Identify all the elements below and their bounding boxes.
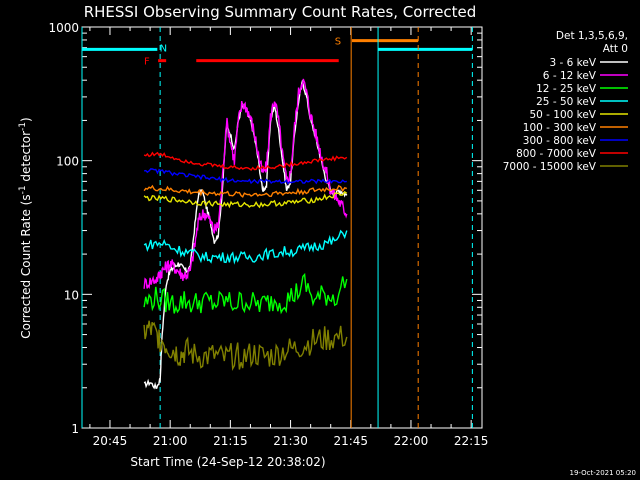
flag-label: N [160, 44, 167, 55]
flag-label: S [335, 37, 341, 48]
series-line [143, 190, 348, 209]
series-lines [143, 78, 348, 390]
x-tick-label: 21:45 [333, 434, 368, 448]
y-tick-label: 100 [56, 155, 79, 169]
legend-label: 300 - 800 keV [523, 135, 597, 147]
series-line [143, 168, 347, 185]
series-line [143, 320, 348, 371]
y-axis-label-start: Corrected Count Rate (s [19, 194, 33, 338]
legend-header-2: Att 0 [603, 43, 628, 55]
legend-label: 7000 - 15000 keV [503, 161, 597, 173]
x-tick-label: 20:45 [93, 434, 128, 448]
legend-label: 800 - 7000 keV [516, 148, 597, 160]
x-tick-label: 21:15 [213, 434, 248, 448]
chart-title: RHESSI Observing Summary Count Rates, Co… [84, 3, 477, 21]
tick-labels: 20:45 21:00 21:15 21:30 21:45 22:00 22:15 1 10 10… [48, 21, 488, 448]
legend-label: 12 - 25 keV [536, 83, 597, 95]
y-axis-label-end: ) [19, 117, 33, 122]
x-tick-label: 21:00 [153, 434, 188, 448]
y-axis-label-exp2: -1 [18, 122, 28, 131]
series-line [143, 272, 348, 315]
series-line [143, 184, 347, 198]
y-axis-label-exp1: -1 [18, 185, 28, 194]
legend-label: 6 - 12 keV [543, 70, 597, 82]
y-tick-label: 10 [64, 288, 79, 302]
annotations: NF S [81, 27, 473, 428]
series-line [143, 229, 348, 265]
series-line [143, 151, 348, 171]
footer-date: 19-Oct-2021 05:20 [570, 469, 636, 477]
x-tick-label: 22:00 [394, 434, 429, 448]
flag-label: F [144, 57, 150, 68]
y-tick-label: 1000 [48, 21, 79, 35]
y-axis-label: Corrected Count Rate (s-1 detector-1) [18, 117, 33, 338]
x-axis-label: Start Time (24-Sep-12 20:38:02) [130, 455, 325, 469]
x-tick-label: 21:30 [273, 434, 308, 448]
legend-label: 25 - 50 keV [536, 96, 597, 108]
legend-header-1: Det 1,3,5,6,9, [556, 30, 628, 42]
legend-label: 50 - 100 keV [529, 109, 596, 121]
y-axis-label-mid: detector [19, 131, 33, 186]
series-line [143, 78, 348, 290]
x-tick-label: 22:15 [454, 434, 489, 448]
y-tick-label: 1 [71, 422, 79, 436]
legend-label: 3 - 6 keV [549, 57, 596, 69]
legend-label: 100 - 300 keV [523, 122, 597, 134]
